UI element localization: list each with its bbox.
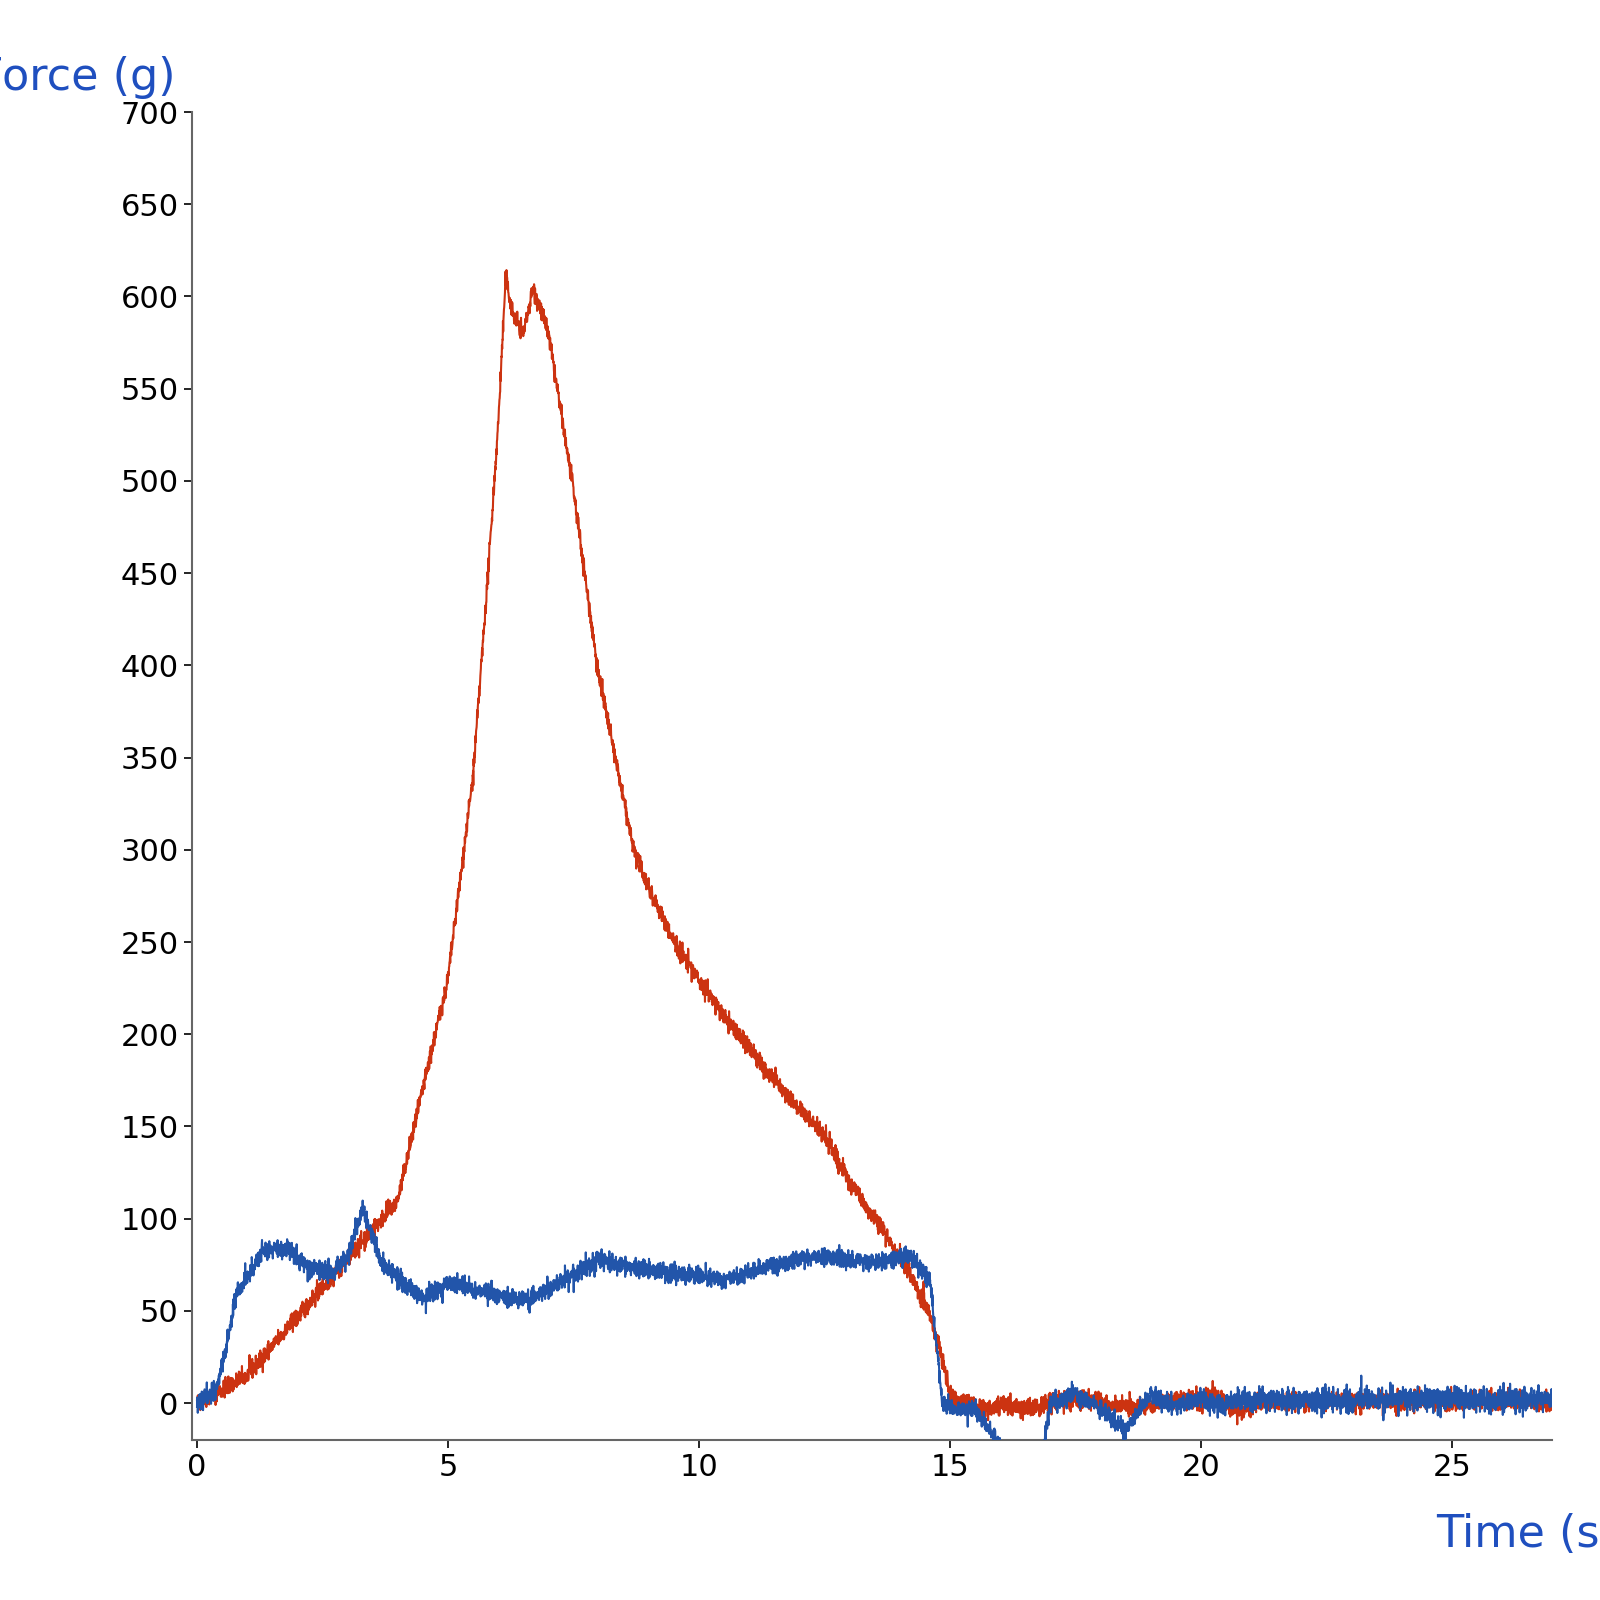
Y-axis label: Force (g): Force (g) — [0, 56, 174, 99]
X-axis label: Time (sec): Time (sec) — [1435, 1514, 1600, 1557]
